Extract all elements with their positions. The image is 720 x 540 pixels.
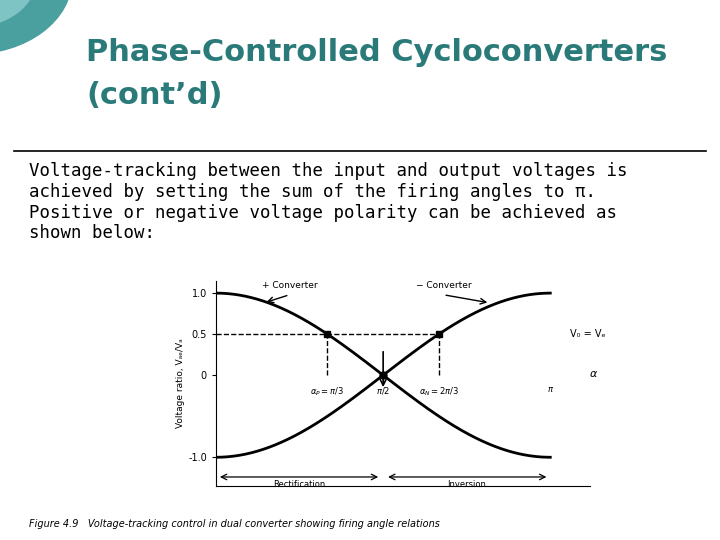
Text: + Converter: + Converter [262, 281, 318, 290]
Text: Phase-Controlled Cycloconverters: Phase-Controlled Cycloconverters [86, 38, 667, 67]
Text: V₀ = Vₑ: V₀ = Vₑ [570, 329, 606, 339]
Text: $\pi$: $\pi$ [546, 385, 554, 394]
Text: (cont’d): (cont’d) [86, 81, 223, 110]
Text: $\alpha$: $\alpha$ [589, 369, 598, 379]
Y-axis label: Voltage ratio, Vₐₑ/Vₐ: Voltage ratio, Vₐₑ/Vₐ [176, 339, 186, 428]
Text: − Converter: − Converter [415, 281, 471, 290]
Text: $\alpha_N = 2\pi/3$: $\alpha_N = 2\pi/3$ [419, 385, 459, 397]
Text: Inversion: Inversion [447, 480, 486, 489]
Text: $\pi/2$: $\pi/2$ [376, 385, 390, 396]
Text: Rectification: Rectification [274, 480, 325, 489]
Text: Figure 4.9   Voltage-tracking control in dual converter showing firing angle rel: Figure 4.9 Voltage-tracking control in d… [29, 519, 440, 529]
Text: $\alpha_P = \pi/3$: $\alpha_P = \pi/3$ [310, 385, 344, 397]
Text: Voltage-tracking between the input and output voltages is
achieved by setting th: Voltage-tracking between the input and o… [29, 162, 627, 242]
Circle shape [0, 0, 72, 54]
Circle shape [0, 0, 36, 27]
